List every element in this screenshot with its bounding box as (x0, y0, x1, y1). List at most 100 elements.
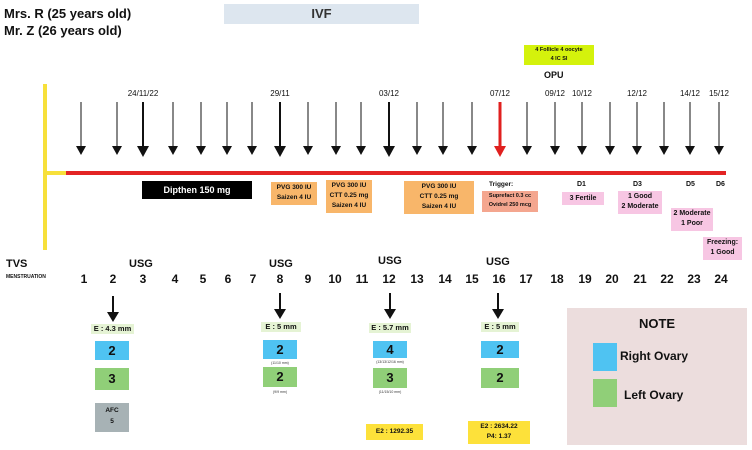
usg-label: USG (269, 258, 293, 270)
day-arrow (356, 102, 366, 159)
day-arrow (112, 102, 122, 159)
trigger-line: Ovidrel 250 mcg (488, 202, 532, 208)
day-arrow (76, 102, 86, 159)
d6-line: 1 Good (710, 249, 735, 256)
day-5-label: D5 (686, 181, 695, 188)
endometrium-thickness: E : 5 mm (261, 322, 301, 332)
day-arrow (303, 102, 313, 159)
menstruation-label: MENSTRUATION (6, 274, 46, 280)
afc-box: AFC 5 (95, 403, 129, 432)
day-number: 12 (382, 272, 396, 286)
usg-arrow (107, 296, 119, 324)
day-number: 6 (224, 272, 232, 286)
patient-female: Mrs. R (25 years old) (4, 6, 132, 21)
usg-arrow (384, 293, 396, 321)
day-arrow (438, 102, 448, 159)
day-arrow (632, 102, 642, 159)
day-arrow (550, 102, 560, 159)
date-label: 14/12 (679, 89, 701, 98)
day-arrow (247, 102, 257, 159)
d3-line: 2 Moderate (621, 203, 659, 210)
day-arrow (522, 102, 532, 159)
legend-right-swatch (593, 343, 617, 371)
day-arrow (196, 102, 206, 159)
left-follicle-sizes: (11/15/10 mm) (378, 390, 402, 394)
date-label: 07/12 (489, 89, 511, 98)
day-arrow (467, 102, 477, 159)
date-label: 29/11 (270, 89, 290, 98)
med-line: Saizen 4 IU (276, 194, 312, 201)
medication-box-1: PVG 300 IU Saizen 4 IU (271, 182, 317, 205)
day-1-label: D1 (577, 181, 586, 188)
tvs-label: TVS (6, 258, 28, 270)
day-3-label: D3 (633, 181, 642, 188)
e2-value: E2 : 2634.22 (480, 423, 518, 430)
date-label: 24/11/22 (127, 89, 159, 98)
day-number: 10 (328, 272, 342, 286)
trigger-label: Trigger: (489, 181, 514, 188)
d5-line: 2 Moderate (673, 210, 711, 217)
d5-box: 2 Moderate 1 Poor (671, 208, 713, 231)
opu-note: 4 Follicle 4 oocyte 4 IC SI (524, 45, 594, 65)
day-number: 24 (714, 272, 728, 286)
day-arrow (412, 102, 422, 159)
day-number: 14 (438, 272, 452, 286)
usg-label: USG (129, 258, 153, 270)
day-number: 20 (605, 272, 619, 286)
date-label: 03/12 (378, 89, 400, 98)
day-number: 1 (80, 272, 88, 286)
left-ovary-count: 2 (481, 368, 519, 388)
p4-value: P4: 1.37 (486, 433, 512, 440)
med-line: CTT 0.25 mg (329, 192, 369, 199)
legend-panel: NOTE Right Ovary Left Ovary (567, 308, 747, 445)
day-arrow (137, 102, 149, 159)
d3-line: 1 Good (627, 193, 653, 200)
opu-note-line-1: 4 Follicle 4 oocyte (535, 47, 583, 53)
usg-label: USG (378, 255, 402, 267)
day-arrow (168, 102, 178, 159)
med-line: Saizen 4 IU (421, 203, 457, 210)
d3-box: 1 Good 2 Moderate (618, 191, 662, 214)
day-arrow (274, 102, 286, 159)
day-number: 7 (249, 272, 257, 286)
patient-male: Mr. Z (26 years old) (4, 23, 122, 38)
med-line: Saizen 4 IU (331, 202, 367, 209)
trigger-box: Suprefact 0.3 cc Ovidrel 250 mcg (482, 191, 538, 212)
day-number: 15 (465, 272, 479, 286)
legend-title: NOTE (638, 316, 676, 331)
right-ovary-count: 4 (373, 341, 407, 358)
right-follicle-sizes: (13/13/12/16 mm) (376, 360, 404, 364)
day-number: 21 (633, 272, 647, 286)
endometrium-thickness: E : 4.3 mm (91, 324, 134, 334)
medication-box-3: PVG 300 IU CTT 0.25 mg Saizen 4 IU (404, 181, 474, 214)
med-line: PVG 300 IU (421, 183, 457, 190)
day-number: 8 (276, 272, 284, 286)
left-ovary-count: 3 (373, 368, 407, 388)
day-arrow (222, 102, 232, 159)
date-label: 12/12 (626, 89, 648, 98)
d5-line: 1 Poor (681, 220, 703, 227)
day-6-label: D6 (716, 181, 725, 188)
day-arrow (331, 102, 341, 159)
timeline-line (66, 171, 726, 175)
day-number: 2 (109, 272, 117, 286)
left-follicle-sizes: (9/9 mm) (273, 390, 287, 394)
endometrium-thickness: E : 5.7 mm (369, 323, 411, 333)
usg-label: USG (486, 256, 510, 268)
opu-note-line-2: 4 IC SI (550, 56, 568, 62)
cycle-start-connector (45, 171, 67, 175)
e2-p4-badge: E2 : 2634.22 P4: 1.37 (468, 421, 530, 444)
trigger-arrow (494, 102, 506, 159)
trigger-line: Suprefact 0.3 cc (488, 193, 532, 199)
d6-line: Freezing: (706, 239, 739, 246)
right-ovary-count: 2 (481, 341, 519, 358)
e2-badge: E2 : 1292.35 (366, 424, 423, 440)
med-line: PVG 300 IU (276, 184, 312, 191)
day-number: 3 (139, 272, 147, 286)
day-arrow (577, 102, 587, 159)
date-label: 15/12 (708, 89, 730, 98)
right-ovary-count: 2 (95, 341, 129, 360)
med-line: PVG 300 IU (331, 182, 367, 189)
cycle-start-bar (43, 84, 47, 250)
medication-box-2: PVG 300 IU CTT 0.25 mg Saizen 4 IU (326, 180, 372, 213)
